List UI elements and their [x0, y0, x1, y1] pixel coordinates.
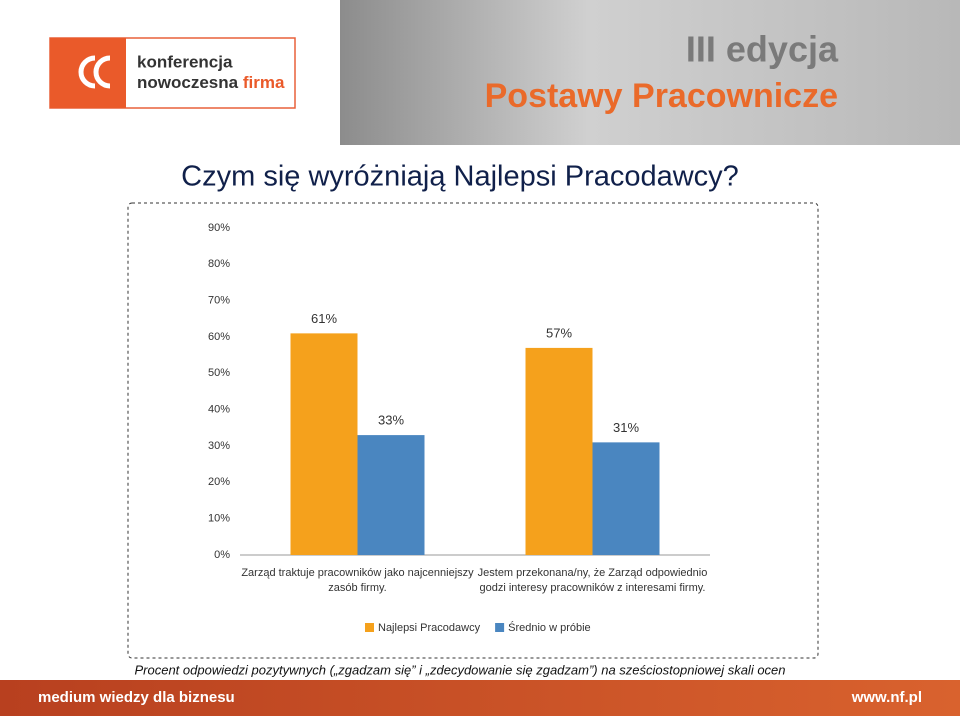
- event-name: Postawy Pracownicze: [485, 77, 838, 115]
- logo-text: nowoczesna: [137, 73, 239, 92]
- y-tick-label: 90%: [208, 222, 230, 234]
- bar: [525, 347, 593, 555]
- footer-bar: [0, 680, 960, 716]
- bar: [592, 442, 660, 555]
- y-tick-label: 30%: [208, 440, 230, 452]
- slide-title: Czym się wyróżniają Najlepsi Pracodawcy?: [181, 161, 739, 193]
- x-tick-label: Jestem przekonana/ny, że Zarząd odpowied…: [477, 567, 708, 594]
- logo-text: konferencja: [137, 52, 233, 71]
- y-tick-label: 20%: [208, 476, 230, 488]
- footnote: Procent odpowiedzi pozytywnych („zgadzam…: [134, 662, 785, 677]
- logo-text: nowoczesna firma: [137, 73, 285, 92]
- value-label: 31%: [613, 420, 639, 435]
- y-tick-label: 70%: [208, 295, 230, 307]
- legend-swatch: [495, 623, 505, 632]
- y-tick-label: 40%: [208, 404, 230, 416]
- edition: III edycja: [686, 29, 839, 70]
- value-label: 33%: [378, 413, 404, 428]
- bar: [290, 333, 358, 555]
- header-background: [340, 0, 960, 145]
- value-label: 57%: [546, 325, 572, 340]
- footer-text: www.nf.pl: [851, 689, 922, 706]
- y-tick-label: 60%: [208, 331, 230, 343]
- footer-text: medium wiedzy dla biznesu: [38, 689, 235, 706]
- value-label: 61%: [311, 311, 337, 326]
- y-tick-label: 0%: [214, 549, 230, 561]
- y-tick-label: 80%: [208, 258, 230, 270]
- y-tick-label: 10%: [208, 513, 230, 525]
- logo-mark: [78, 55, 111, 89]
- legend-swatch: [365, 623, 374, 632]
- y-tick-label: 50%: [208, 367, 230, 379]
- x-tick-label: Zarząd traktuje pracowników jako najcenn…: [241, 567, 474, 594]
- legend-label: Średnio w próbie: [508, 621, 591, 634]
- logo-text: firma: [243, 73, 285, 92]
- legend-label: Najlepsi Pracodawcy: [378, 622, 481, 634]
- logo-icon: [50, 38, 126, 108]
- bar: [357, 435, 425, 555]
